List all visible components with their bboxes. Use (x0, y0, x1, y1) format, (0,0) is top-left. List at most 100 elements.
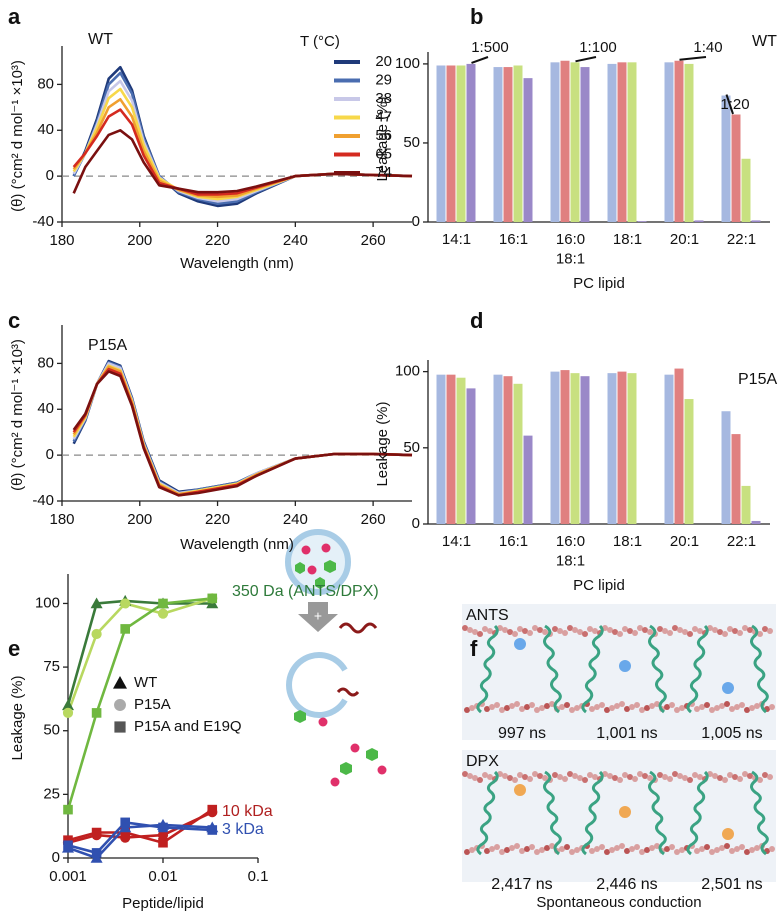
lipid-head (487, 774, 493, 780)
helix (476, 770, 499, 856)
lipid-head (644, 847, 650, 853)
legend-marker (114, 699, 126, 711)
lipid-head (639, 849, 645, 855)
lipid-head (719, 703, 725, 709)
lipid-head (624, 706, 630, 712)
lipid-head (747, 627, 753, 633)
lipid-head (749, 705, 755, 711)
lipid-head (722, 777, 728, 783)
lipid-head (592, 628, 598, 634)
lipid-head (607, 773, 613, 779)
x-tick-label: 240 (283, 511, 308, 528)
lipid-head (519, 848, 525, 854)
bar (751, 520, 761, 524)
time-label: 1,005 ns (701, 725, 762, 742)
bar (466, 63, 476, 223)
lipid-head (517, 772, 523, 778)
bar (674, 60, 684, 222)
x-tick-label: 260 (361, 511, 386, 528)
y-axis-label: (θ) (°cm² d mol⁻¹ ×10³) (9, 339, 26, 491)
bar (550, 62, 560, 223)
bar (627, 62, 637, 223)
lipid-head (727, 626, 733, 632)
annotation: WT (752, 33, 777, 50)
bar (664, 62, 674, 223)
solute (514, 638, 526, 650)
legend-label: 20 (375, 53, 392, 70)
lipid-head (744, 707, 750, 713)
marker (62, 841, 74, 853)
marker (120, 832, 131, 843)
bar (513, 65, 523, 222)
helix (476, 624, 499, 714)
annotation: WT (88, 31, 113, 48)
legend-label: 56 (375, 127, 392, 144)
lipid-head (484, 706, 490, 712)
lipid-head (594, 704, 600, 710)
lipid-head (572, 773, 578, 779)
lipid-head (749, 847, 755, 853)
series-label: 1:20 (720, 96, 749, 113)
line (72, 71, 413, 205)
marker (207, 807, 218, 818)
legend-marker (113, 676, 127, 689)
y-tick-label: 75 (43, 658, 60, 675)
lipid-head (517, 626, 523, 632)
lipid-head (647, 629, 653, 635)
lipid-head (737, 776, 743, 782)
lipid-head (557, 628, 563, 634)
lipid-head (607, 627, 613, 633)
lipid-head (712, 773, 718, 779)
line (72, 108, 413, 196)
bar (560, 60, 570, 222)
lipid-head (672, 771, 678, 777)
lipid-head (482, 626, 488, 632)
helix (336, 687, 360, 697)
series-label: 1:100 (579, 39, 617, 56)
lipid-head (567, 625, 573, 631)
y-tick-label: 0 (46, 167, 54, 184)
lipid-head (739, 702, 745, 708)
bar (694, 220, 704, 222)
leader-line (679, 56, 707, 61)
x-tick-label: 22:1 (727, 533, 756, 550)
lipid-head (519, 706, 525, 712)
simulation-frame (462, 604, 776, 740)
lipid-head (672, 625, 678, 631)
x-tick-label: 20:1 (670, 231, 699, 248)
lipid-head (557, 774, 563, 780)
lipid-head (587, 772, 593, 778)
x-tick-label: 180 (49, 232, 74, 249)
bar (493, 67, 503, 222)
marker (90, 597, 103, 609)
lipid-head (622, 626, 628, 632)
lipid-head (527, 630, 533, 636)
lipid-head (627, 774, 633, 780)
x-tick-label: 220 (205, 511, 230, 528)
line (72, 370, 413, 497)
lipid-head (507, 629, 513, 635)
lipid-head (704, 702, 710, 708)
lipid-head (649, 703, 655, 709)
y-axis-label: Leakage (%) (9, 675, 26, 760)
bar (513, 383, 523, 524)
caption: Spontaneous conduction (536, 894, 701, 911)
legend-label: 47 (375, 108, 392, 125)
y-tick-label: 25 (43, 785, 60, 802)
lipid-head (634, 702, 640, 708)
lipid-head (614, 703, 620, 709)
bar (721, 95, 731, 222)
y-axis-label: (θ) (°cm² d mol⁻¹ ×10³) (9, 60, 26, 212)
lipid-head (709, 707, 715, 713)
hexagon (295, 562, 305, 574)
lipid-head (767, 774, 773, 780)
lipid-head (539, 705, 545, 711)
marker (62, 699, 74, 711)
x-tick-label: 18:1 (613, 533, 642, 550)
lipid-head (719, 845, 725, 851)
lipid-head (537, 773, 543, 779)
bar (523, 435, 533, 524)
bar (617, 371, 627, 524)
lipid-head (662, 628, 668, 634)
lipid-head (699, 704, 705, 710)
